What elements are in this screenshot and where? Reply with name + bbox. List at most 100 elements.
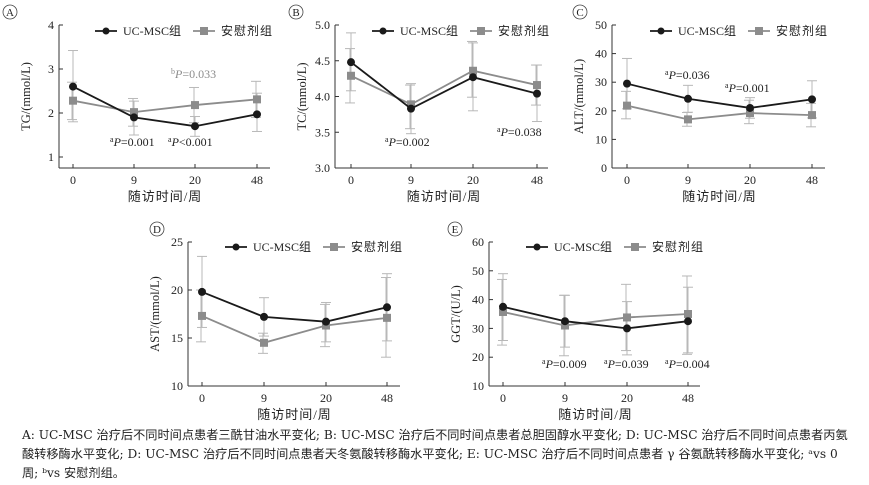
- x-tick-label: 9: [562, 391, 568, 405]
- panel-letter: D: [153, 224, 161, 236]
- panel-b: B 3.0 3.5 4.0 4.5 5.0 0 9 20 48 随访时间/周 TC/(mmol/L) U…: [288, 4, 550, 204]
- y-tick-label: 5.0: [315, 18, 330, 32]
- data-point-uc-msc: [253, 110, 261, 119]
- y-tick-label: 20: [472, 350, 484, 364]
- x-tick-label: 48: [682, 391, 694, 405]
- y-axis-label: AST/(mmol/L): [148, 276, 162, 352]
- legend-marker-placebo: [755, 27, 763, 35]
- panel-letter: C: [576, 7, 583, 19]
- y-tick-label: 30: [595, 75, 607, 89]
- p-value-annotation: aP=0.009: [542, 357, 587, 371]
- x-tick-label: 0: [348, 173, 354, 187]
- y-tick-label: 30: [472, 321, 484, 335]
- x-axis-label: 随访时间/周: [128, 189, 203, 204]
- x-tick-label: 20: [621, 391, 633, 405]
- legend-label-placebo: 安慰剂组: [776, 23, 828, 38]
- x-axis-label: 随访时间/周: [558, 407, 633, 422]
- annotation-p: P: [668, 68, 677, 82]
- annotation-p: P: [113, 135, 122, 149]
- annotation-superscript: a: [110, 135, 114, 144]
- y-tick-label: 2: [48, 106, 54, 120]
- legend-label-uc-msc: UC-MSC组: [678, 24, 736, 38]
- data-point-uc-msc: [808, 95, 816, 104]
- y-tick-label: 0: [601, 161, 607, 175]
- data-point-placebo: [69, 96, 77, 105]
- series-line-placebo: [502, 311, 689, 327]
- data-point-placebo: [533, 81, 541, 90]
- annotation-value: =0.036: [676, 68, 710, 82]
- legend-label-uc-msc: UC-MSC组: [253, 240, 311, 254]
- panel-letter: B: [292, 7, 299, 19]
- data-point-placebo: [746, 109, 754, 118]
- x-tick-label: 0: [70, 173, 76, 187]
- panel-letter-circle: [288, 4, 304, 20]
- legend-marker-uc-msc: [533, 243, 541, 251]
- series-line-uc-msc: [72, 85, 258, 128]
- p-value-annotation: aP=0.004: [665, 357, 710, 371]
- data-point-placebo: [684, 115, 692, 124]
- data-point-placebo: [684, 310, 692, 318]
- series-line-placebo: [626, 104, 813, 121]
- y-tick-label: 15: [171, 331, 183, 345]
- annotation-p: P: [171, 135, 180, 149]
- p-value-annotation: aP=0.001: [725, 81, 770, 95]
- figure-caption: A: UC-MSC 治疗后不同时间点患者三酰甘油水平变化; B: UC-MSC …: [22, 428, 848, 480]
- series-line-uc-msc: [201, 291, 388, 323]
- data-point-placebo: [623, 101, 631, 110]
- y-tick-label: 40: [472, 293, 484, 307]
- data-point-placebo: [407, 100, 415, 109]
- legend-label-placebo: 安慰剂组: [498, 23, 550, 38]
- y-tick-label: 10: [171, 379, 183, 393]
- x-tick-label: 48: [806, 173, 818, 187]
- data-point-placebo: [260, 338, 268, 347]
- legend-marker-placebo: [631, 243, 639, 251]
- data-point-uc-msc: [684, 94, 692, 103]
- data-point-placebo: [469, 66, 477, 75]
- x-tick-label: 20: [189, 173, 201, 187]
- panel-letter-circle: [149, 221, 165, 237]
- annotation-p: P: [728, 81, 737, 95]
- data-point-placebo: [198, 311, 206, 320]
- panel-c: C 0 10 20 30 40 50 0 9 20 48 随访时间/周 ALT/(mmol/L) UC-M…: [572, 4, 828, 204]
- series-line-placebo: [72, 98, 258, 114]
- p-value-annotation: aP<0.001: [168, 135, 213, 149]
- legend-label-placebo: 安慰剂组: [652, 239, 704, 254]
- x-tick-label: 9: [261, 391, 267, 405]
- panel-e: E 10 20 30 40 50 60 0 9 20 48 随访时间/周 GGT/(U/L) UC-MSC…: [447, 221, 710, 422]
- annotation-superscript: a: [665, 357, 669, 366]
- panel-a: A 1 2 3 4 0 9 20 48 随访时间/周 TG/(mmol/L) UC-MSC组 安慰剂组 a…: [2, 4, 272, 204]
- series-line-uc-msc: [626, 82, 813, 109]
- panel-letter-circle: [2, 4, 18, 20]
- annotation-p: P: [545, 357, 554, 371]
- series-line-placebo: [201, 315, 388, 344]
- x-tick-label: 0: [500, 391, 506, 405]
- x-tick-label: 48: [531, 173, 543, 187]
- y-tick-label: 4.0: [315, 90, 330, 104]
- data-point-placebo: [347, 71, 355, 80]
- y-tick-label: 3: [48, 62, 54, 76]
- data-point-uc-msc: [561, 317, 569, 326]
- legend-marker-placebo: [477, 27, 485, 35]
- annotation-superscript: a: [542, 357, 546, 366]
- x-tick-label: 48: [381, 391, 393, 405]
- p-value-annotation: bP=0.033: [171, 67, 216, 81]
- y-tick-label: 50: [595, 18, 607, 32]
- annotation-superscript: a: [497, 125, 501, 134]
- legend-marker-uc-msc: [232, 243, 240, 251]
- y-tick-label: 25: [171, 235, 183, 249]
- y-axis-label: TG/(mmol/L): [19, 62, 33, 131]
- panel-letter-circle: [447, 221, 463, 237]
- panel-letter-circle: [572, 4, 588, 20]
- p-value-annotation: aP=0.002: [385, 135, 430, 149]
- annotation-value: =0.038: [508, 125, 542, 139]
- x-tick-label: 9: [408, 173, 414, 187]
- y-axis-label: GGT/(U/L): [449, 285, 463, 343]
- data-point-uc-msc: [499, 302, 507, 311]
- panel-letter: E: [452, 224, 459, 236]
- y-tick-label: 4: [48, 18, 54, 32]
- y-tick-label: 40: [595, 47, 607, 61]
- x-axis-label: 随访时间/周: [682, 189, 757, 204]
- data-point-placebo: [499, 307, 507, 316]
- annotation-p: P: [388, 135, 397, 149]
